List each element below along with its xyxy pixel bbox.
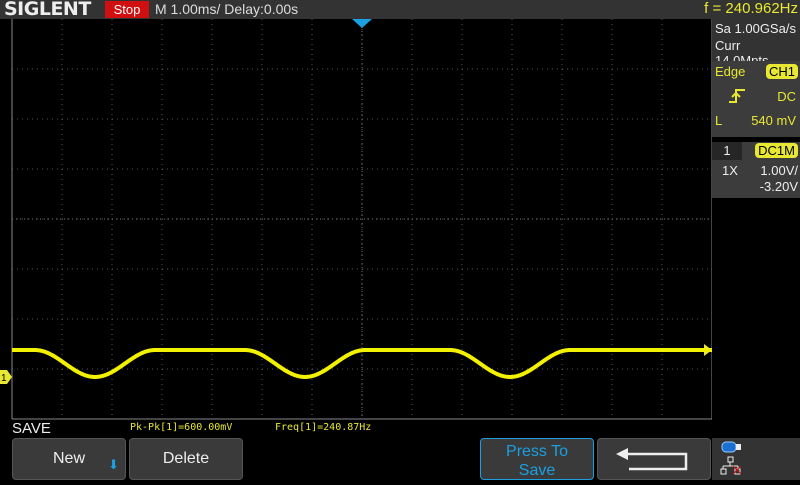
trigger-level-label: L bbox=[715, 113, 723, 128]
press-to-save-button[interactable]: Press To Save bbox=[480, 438, 594, 480]
probe-ratio: 1X bbox=[722, 163, 738, 178]
channel-coupling: DC1M bbox=[755, 143, 798, 158]
network-disconnected-icon bbox=[720, 456, 742, 475]
new-button[interactable]: New ⬇ bbox=[12, 438, 126, 480]
pkpk-measurement: Pk-Pk[1]=600.00mV bbox=[130, 422, 233, 433]
siglent-logo: SIGLENT bbox=[4, 0, 91, 20]
ch1-ground-marker[interactable]: 1 bbox=[0, 370, 12, 384]
run-stop-status[interactable]: Stop bbox=[105, 1, 149, 18]
ch1-marker-label: 1 bbox=[1, 373, 7, 384]
timebase-readout[interactable]: M 1.00ms/ Delay:0.00s bbox=[155, 1, 299, 17]
ch1-panel[interactable]: 1 DC1M 1X 1.00V/ -3.20V bbox=[712, 142, 800, 198]
trigger-position-marker[interactable] bbox=[352, 19, 372, 28]
trigger-source: CH1 bbox=[765, 64, 798, 79]
acquisition-panel[interactable]: Sa 1.00GSa/s Curr 14.0Mpts bbox=[712, 19, 800, 68]
vertical-scale: 1.00V/ bbox=[760, 163, 798, 178]
status-icons bbox=[712, 438, 800, 480]
new-label: New bbox=[52, 450, 85, 467]
trigger-coupling: DC bbox=[777, 89, 796, 104]
rising-edge-icon bbox=[729, 89, 745, 103]
channel-number: 1 bbox=[712, 142, 742, 160]
vertical-offset: -3.20V bbox=[759, 179, 798, 194]
return-arrow-icon bbox=[616, 448, 688, 471]
back-button[interactable] bbox=[597, 438, 711, 480]
graticule bbox=[11, 19, 712, 420]
sample-rate: Sa 1.00GSa/s bbox=[715, 21, 796, 36]
waveform-display[interactable]: 1 bbox=[0, 19, 712, 421]
trigger-type: Edge bbox=[715, 64, 746, 79]
top-status-bar: SIGLENT Stop M 1.00ms/ Delay:0.00s f = 2… bbox=[0, 0, 800, 20]
ch1-waveform bbox=[12, 348, 712, 379]
menu-title: SAVE bbox=[12, 420, 51, 437]
freq-measurement: Freq[1]=240.87Hz bbox=[275, 422, 372, 433]
frequency-counter: f = 240.962Hz bbox=[704, 0, 798, 17]
usb-icon bbox=[721, 441, 741, 453]
arrow-down-icon: ⬇ bbox=[108, 457, 119, 472]
trigger-level: 540 mV bbox=[751, 113, 796, 128]
trigger-panel[interactable]: Edge CH1 DC L 540 mV bbox=[712, 61, 800, 137]
delete-button[interactable]: Delete bbox=[129, 438, 243, 480]
